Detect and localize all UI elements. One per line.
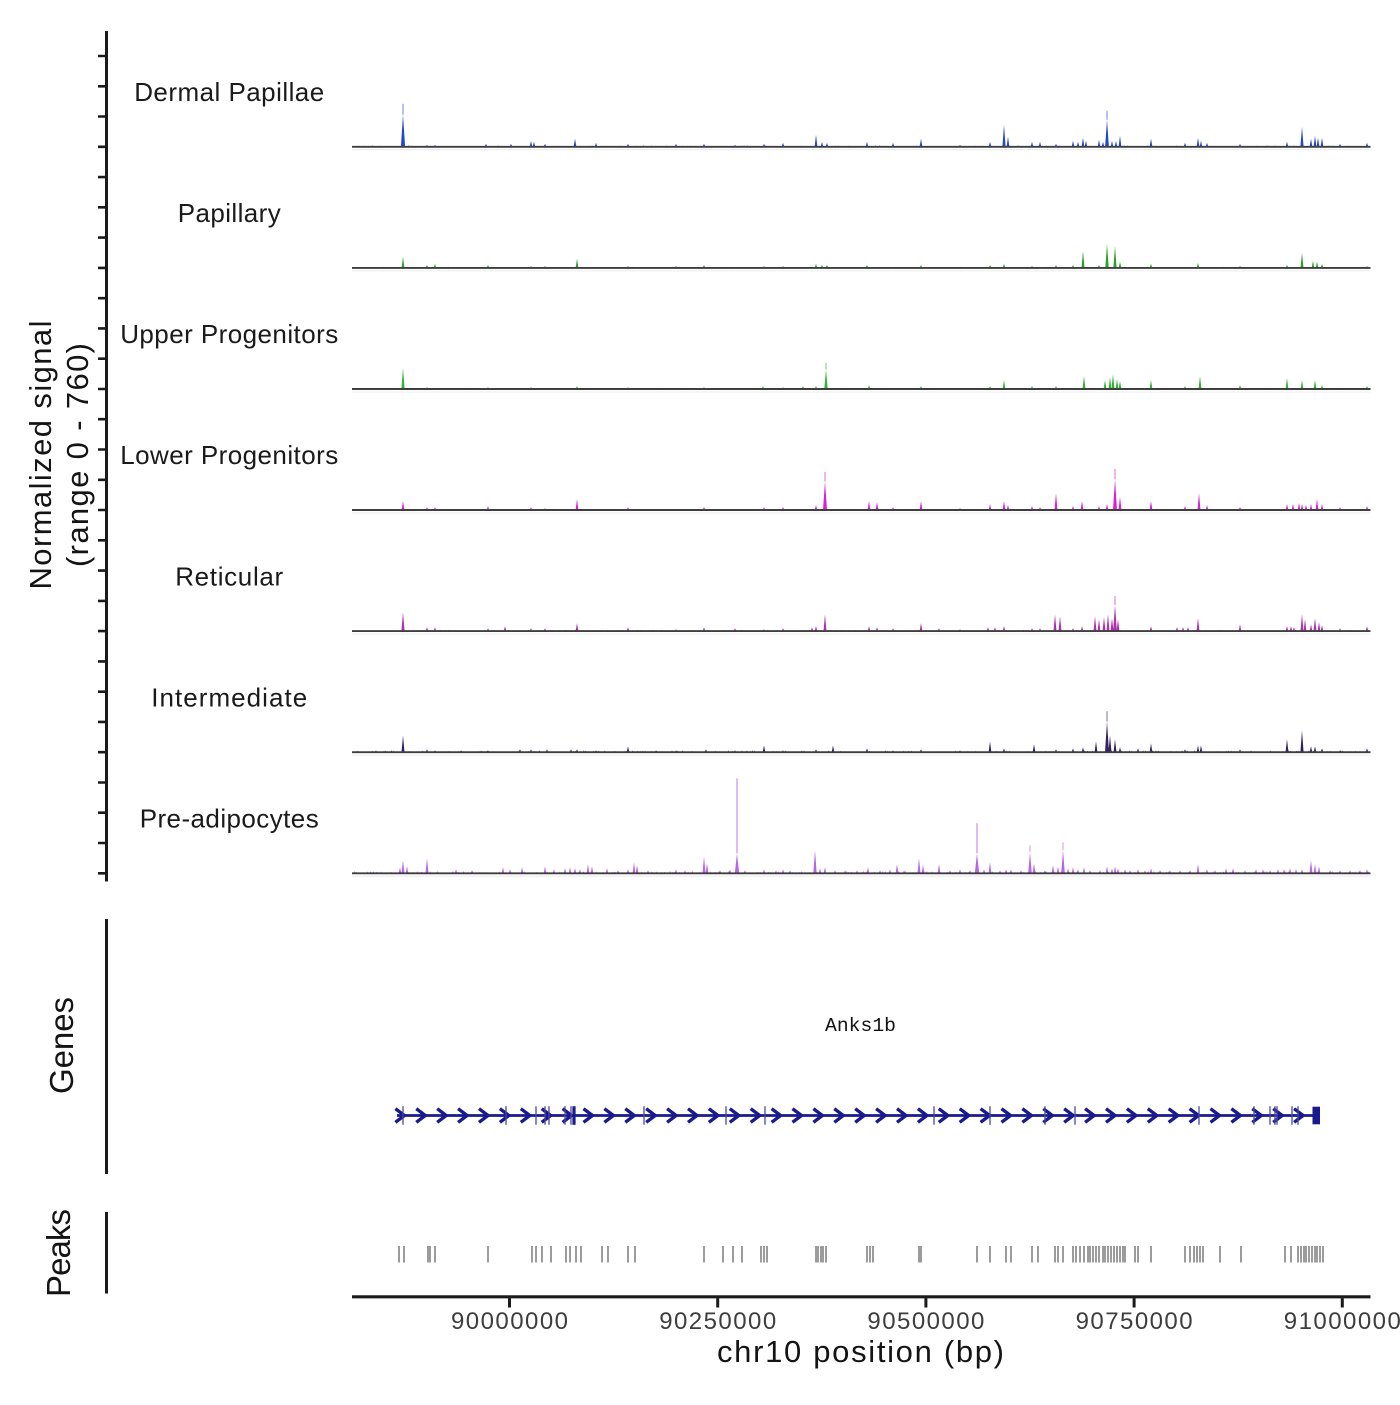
svg-text:90250000: 90250000 [659, 1308, 776, 1335]
svg-text:chr10 position (bp): chr10 position (bp) [717, 1334, 1004, 1369]
svg-text:90750000: 90750000 [1076, 1308, 1193, 1335]
svg-text:90000000: 90000000 [451, 1308, 568, 1335]
svg-text:Reticular: Reticular [175, 561, 283, 591]
svg-text:90500000: 90500000 [867, 1308, 984, 1335]
svg-text:Anks1b: Anks1b [825, 1015, 896, 1037]
svg-text:Upper Progenitors: Upper Progenitors [120, 319, 338, 349]
svg-text:Pre-adipocytes: Pre-adipocytes [140, 804, 319, 834]
svg-text:Intermediate: Intermediate [151, 682, 307, 712]
svg-text:Genes: Genes [43, 997, 80, 1094]
svg-text:Normalized signal: Normalized signal [23, 321, 58, 590]
svg-text:Peaks: Peaks [40, 1209, 77, 1297]
svg-text:(range 0 - 760): (range 0 - 760) [60, 343, 95, 567]
svg-text:Dermal Papillae: Dermal Papillae [134, 77, 324, 107]
svg-text:Lower Progenitors: Lower Progenitors [120, 440, 338, 470]
svg-text:Papillary: Papillary [178, 198, 281, 228]
